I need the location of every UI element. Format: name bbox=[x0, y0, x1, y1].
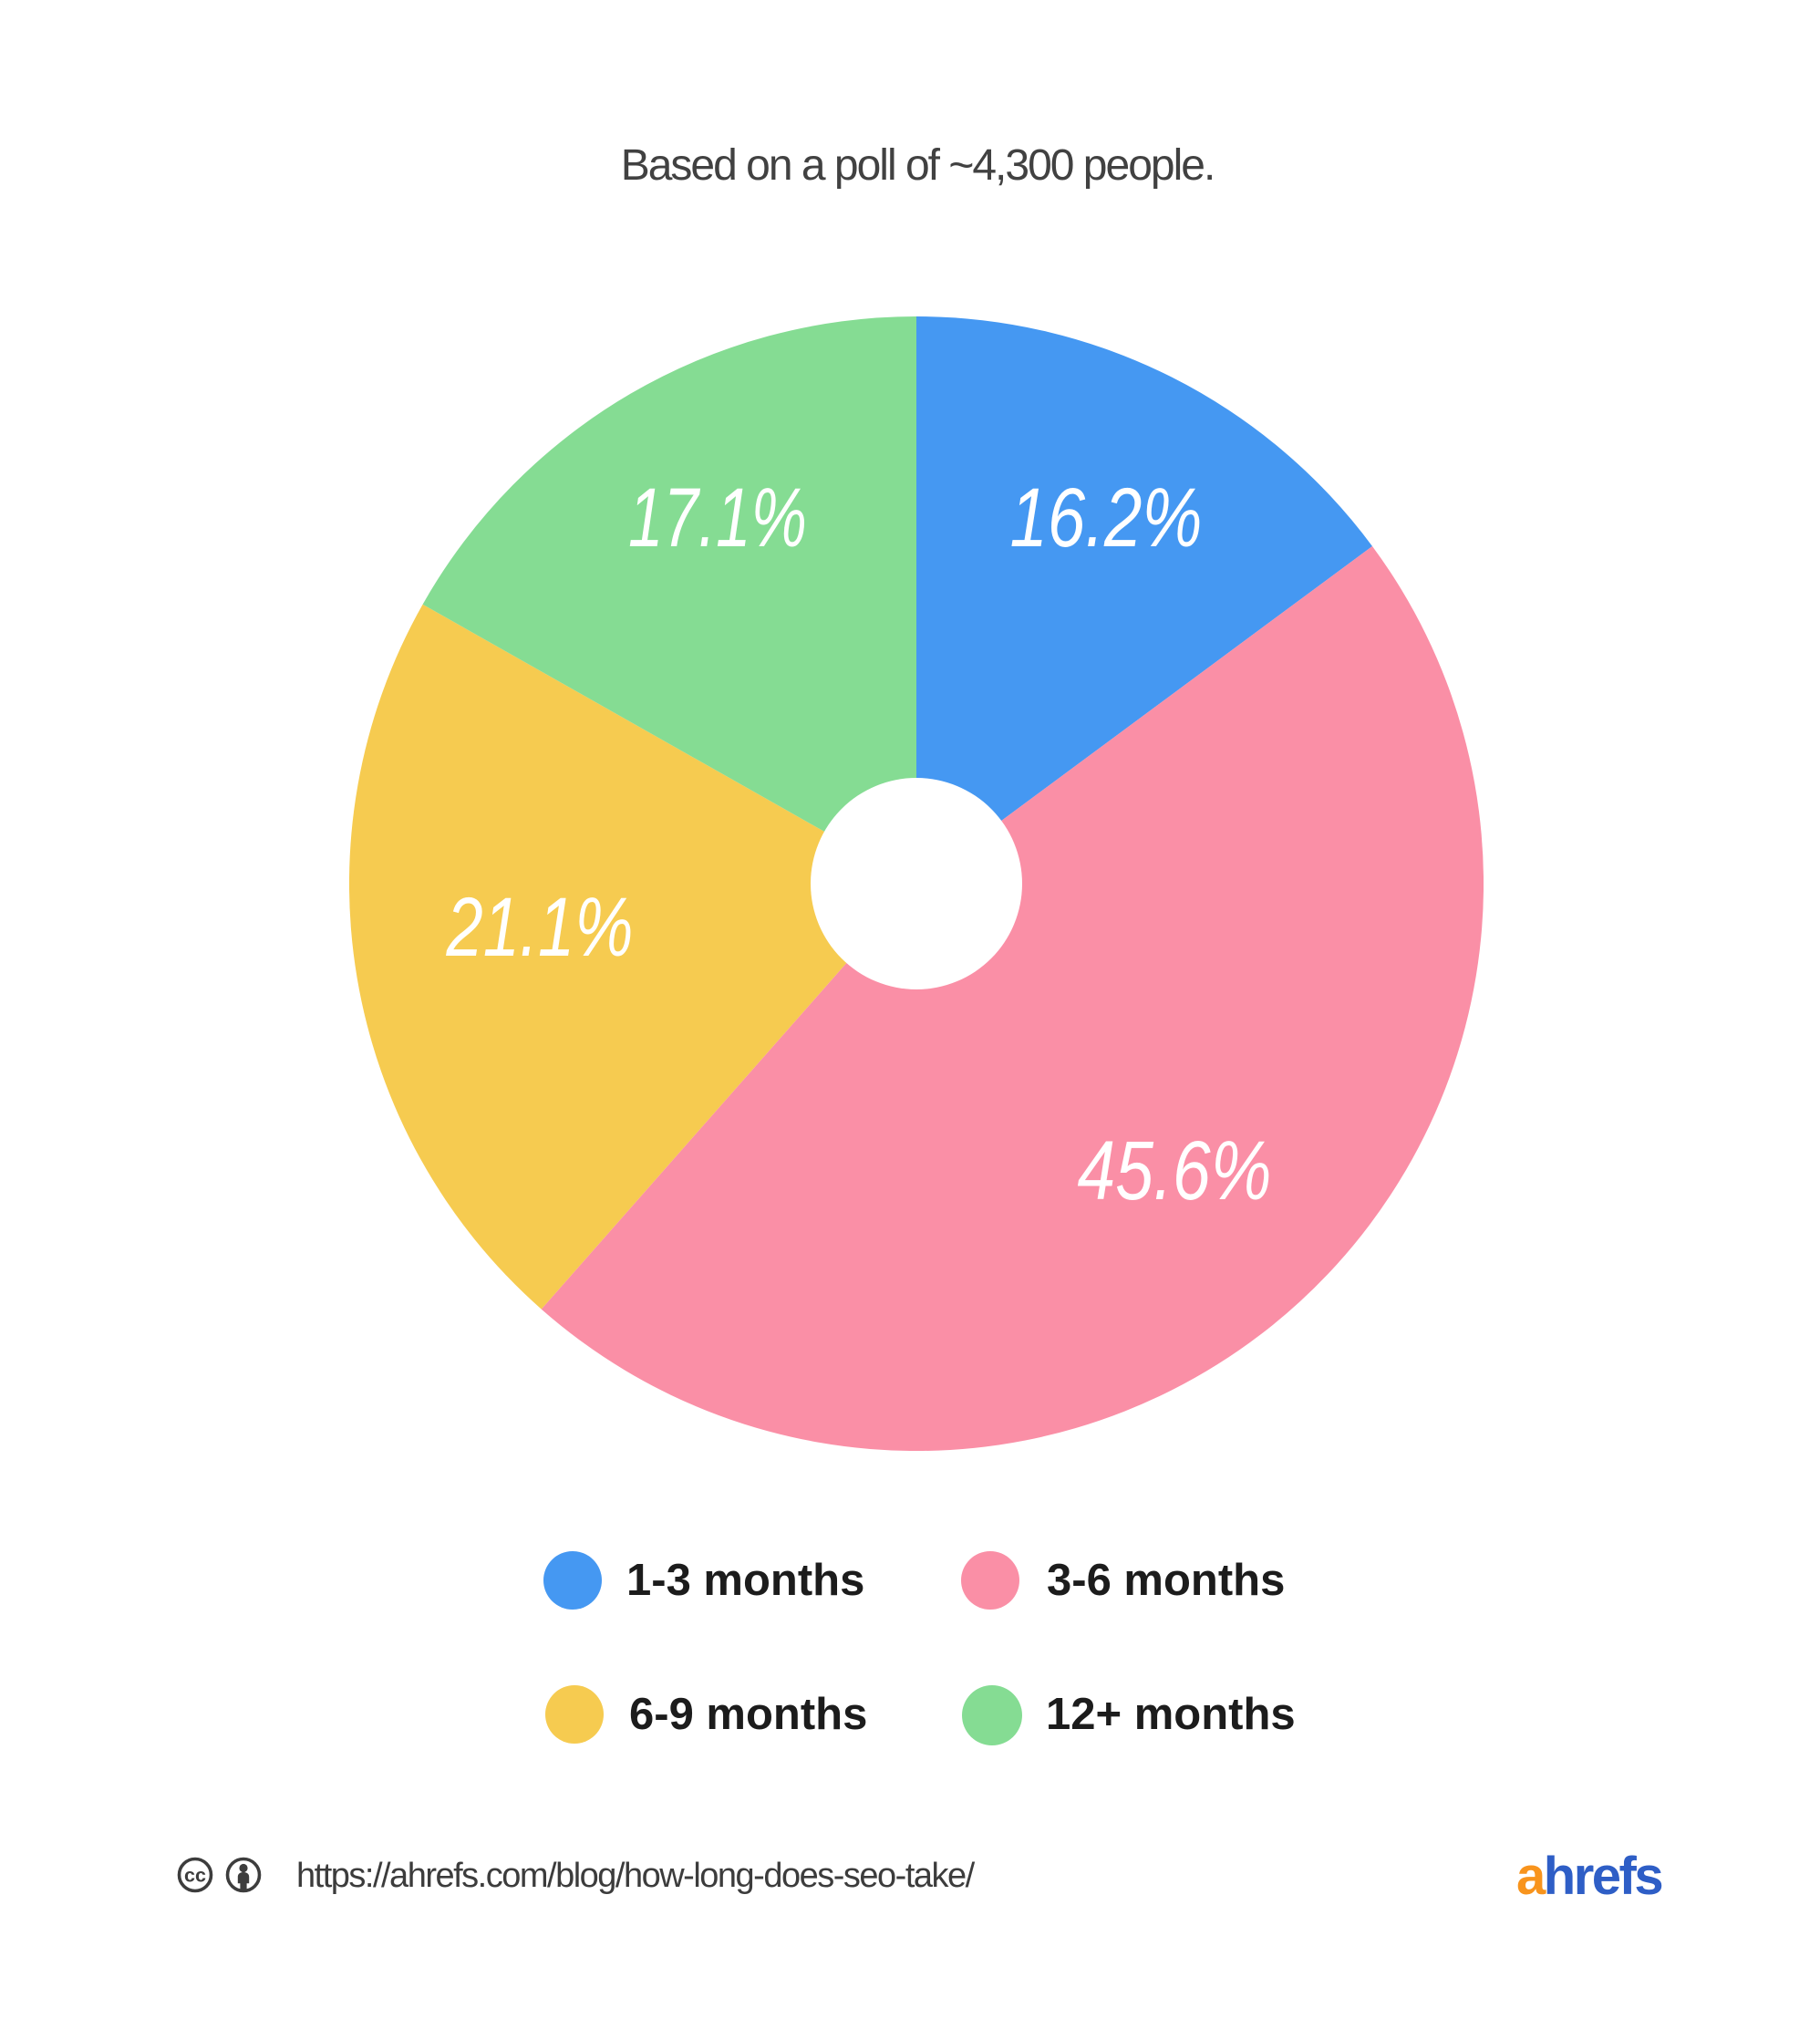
svg-text:cc: cc bbox=[184, 1866, 206, 1887]
svg-text:16.2%: 16.2% bbox=[1010, 471, 1203, 564]
svg-text:17.1%: 17.1% bbox=[628, 471, 807, 564]
svg-text:21.1%: 21.1% bbox=[446, 881, 634, 974]
svg-text:45.6%: 45.6% bbox=[1078, 1124, 1272, 1217]
